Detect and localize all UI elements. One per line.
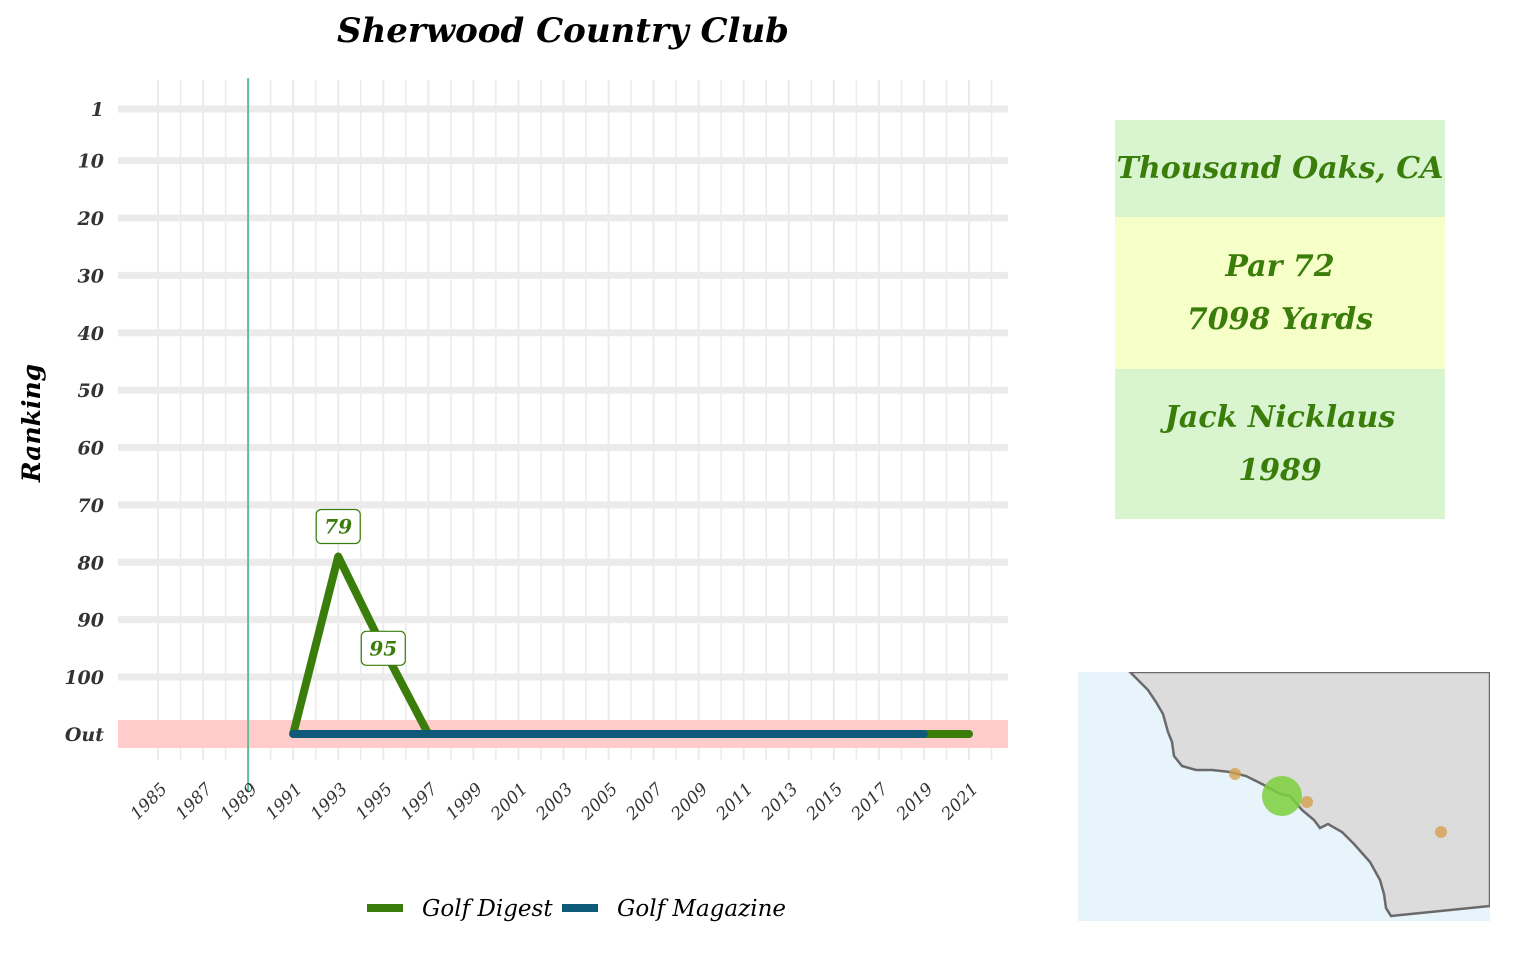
y-tick-label: 50 bbox=[78, 380, 104, 402]
x-tick-label: 2013 bbox=[757, 779, 802, 824]
location-map bbox=[1078, 672, 1490, 921]
y-tick-label: 1 bbox=[91, 99, 104, 121]
x-tick-label: 2019 bbox=[892, 779, 938, 825]
location-block: Thousand Oaks, CA bbox=[1115, 120, 1445, 217]
y-tick-label: 60 bbox=[78, 438, 104, 460]
x-tick-label: 1991 bbox=[262, 779, 307, 824]
legend: Golf Digest Golf Magazine bbox=[367, 896, 786, 922]
data-label-box bbox=[360, 630, 406, 666]
y-tick-label: 70 bbox=[78, 495, 104, 517]
y-tick-label: 20 bbox=[77, 208, 104, 230]
y-tick-label: 100 bbox=[64, 667, 104, 689]
x-tick-label: 2007 bbox=[622, 779, 668, 825]
x-tick-label: 2009 bbox=[667, 779, 713, 825]
x-tick-label: 2005 bbox=[577, 779, 622, 824]
architect-text: Jack Nicklaus bbox=[1164, 400, 1396, 435]
x-tick-label: 1985 bbox=[127, 779, 172, 824]
map-other-course-marker bbox=[1435, 826, 1447, 838]
legend-label: Golf Digest bbox=[422, 896, 553, 922]
data-label: 95 bbox=[369, 636, 397, 660]
y-tick-label: Out bbox=[65, 724, 104, 746]
x-tick-label: 2001 bbox=[487, 779, 532, 824]
map-other-course-marker bbox=[1301, 796, 1313, 808]
x-tick-label: 1995 bbox=[352, 779, 397, 824]
y-tick-label: 10 bbox=[78, 151, 104, 173]
course-info-panel: Thousand Oaks, CA Par 72 7098 Yards Jack… bbox=[1115, 120, 1445, 519]
year-text: 1989 bbox=[1238, 453, 1322, 488]
data-labels: 79 95 bbox=[315, 508, 406, 666]
x-tick-label: 2015 bbox=[802, 779, 847, 824]
y-tick-label: 90 bbox=[78, 610, 104, 632]
map-course-marker bbox=[1262, 776, 1302, 816]
x-tick-label: 1999 bbox=[442, 779, 487, 824]
map-other-course-marker bbox=[1229, 768, 1241, 780]
y-tick-label: 40 bbox=[78, 323, 104, 345]
yards-text: 7098 Yards bbox=[1186, 302, 1374, 337]
ranking-chart: Sherwood Country Club 79 95 1 10 20 30 40 50 60… bbox=[17, 11, 1008, 922]
data-label-box bbox=[315, 508, 361, 545]
y-tick-label: 30 bbox=[78, 265, 104, 287]
architect-block: Jack Nicklaus 1989 bbox=[1115, 369, 1445, 519]
x-tick-label: 1993 bbox=[307, 779, 352, 824]
y-tick-label: 80 bbox=[77, 552, 104, 574]
grid-lines bbox=[118, 80, 1008, 760]
location-text: Thousand Oaks, CA bbox=[1116, 151, 1444, 186]
x-tick-label: 1989 bbox=[217, 779, 262, 824]
course-stats-block: Par 72 7098 Yards bbox=[1115, 217, 1445, 369]
data-label: 79 bbox=[324, 515, 352, 539]
x-tick-label: 2011 bbox=[712, 779, 757, 824]
x-tick-label: 1997 bbox=[397, 779, 442, 824]
x-tick-label: 2017 bbox=[847, 779, 893, 825]
x-tick-label: 2021 bbox=[937, 779, 982, 824]
chart-title: Sherwood Country Club bbox=[337, 11, 789, 51]
par-text: Par 72 bbox=[1225, 249, 1335, 284]
y-axis-label: Ranking bbox=[17, 364, 46, 483]
x-tick-label: 1987 bbox=[172, 779, 217, 824]
x-tick-label: 2003 bbox=[532, 779, 577, 824]
y-axis-ticks: 1 10 20 30 40 50 60 70 80 90 100 Out bbox=[64, 99, 104, 746]
x-axis-ticks: 1985 1987 1989 1991 1993 1995 1997 1999 2001 2003… bbox=[127, 779, 983, 825]
legend-label: Golf Magazine bbox=[617, 896, 786, 922]
